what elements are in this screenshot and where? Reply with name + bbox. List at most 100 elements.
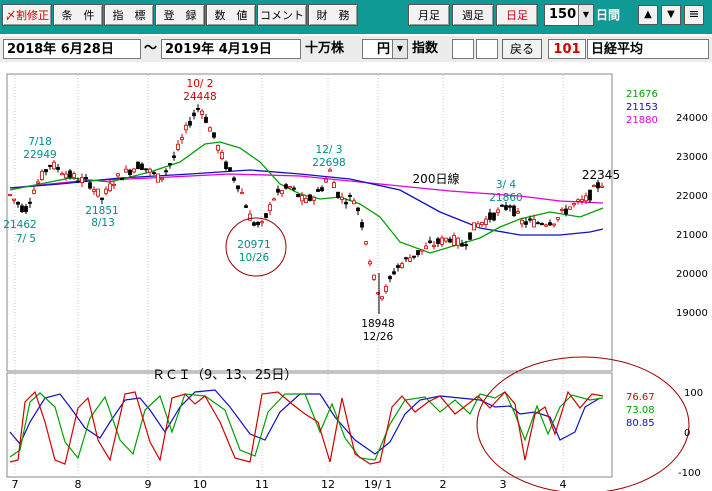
currency-value: 円 <box>377 42 391 57</box>
candle-body <box>92 189 96 192</box>
candle-body <box>136 161 140 170</box>
candle-body <box>32 189 36 194</box>
daily-button[interactable]: 日足 <box>496 4 538 26</box>
rci-value-label: 76.67 <box>626 392 655 403</box>
indicator-button[interactable]: 指 標 <box>104 4 154 26</box>
candle-body <box>88 182 92 189</box>
chart-annotation: 8/13 <box>91 217 115 229</box>
candle-body <box>200 110 204 115</box>
candle-body <box>492 212 496 221</box>
candle-body <box>512 205 516 217</box>
candle-body <box>112 184 116 187</box>
candle-body <box>508 205 512 208</box>
candle-body <box>8 193 12 196</box>
candle-body <box>332 182 336 188</box>
menu-icon[interactable]: ≡ <box>684 5 704 25</box>
candle-body <box>356 207 360 212</box>
highlight-circle-rci <box>476 356 690 491</box>
candle-body <box>436 238 440 244</box>
days-select[interactable]: 150 ▼ <box>544 4 594 26</box>
index-name-field[interactable]: 日経平均 <box>587 39 709 59</box>
chart-annotation: 22345 <box>582 168 620 182</box>
end-date-field[interactable]: 2019年 4月19日 <box>161 39 301 59</box>
ma-value-label: 21676 <box>626 89 658 100</box>
finance-button[interactable]: 財 務 <box>308 4 358 26</box>
candle-body <box>40 170 44 181</box>
candle-body <box>568 206 572 210</box>
candle-body <box>384 285 388 292</box>
x-axis-label: 7 <box>12 478 19 491</box>
chevron-down-icon: ▼ <box>392 40 407 58</box>
candle-body <box>120 177 124 181</box>
candle-body <box>596 182 600 189</box>
condition-button[interactable]: 条 件 <box>53 4 103 26</box>
comment-button[interactable]: コメント <box>257 4 307 26</box>
chart-annotation: 24448 <box>183 91 216 103</box>
candle-body <box>544 224 548 227</box>
candle-body <box>20 205 24 213</box>
candle-body <box>204 116 208 123</box>
candle-body <box>340 196 344 200</box>
candle-body <box>564 208 568 215</box>
days-unit-label: 日間 <box>596 8 621 22</box>
blank-field-2[interactable] <box>476 39 498 59</box>
currency-select[interactable]: 円 ▼ <box>362 39 408 59</box>
weekly-button[interactable]: 週足 <box>452 4 494 26</box>
rci-9-line <box>9 390 604 465</box>
x-axis-label: 19/ 1 <box>364 478 392 491</box>
ma-75-line <box>9 169 604 236</box>
candle-body <box>44 169 48 173</box>
back-button[interactable]: 戻る <box>502 39 542 59</box>
candle-body <box>176 143 180 150</box>
candle-body <box>72 173 76 179</box>
candle-body <box>272 198 276 201</box>
chart-annotation: 21860 <box>489 192 522 204</box>
scroll-down-button[interactable]: ▼ <box>661 5 681 25</box>
monthly-button[interactable]: 月足 <box>408 4 450 26</box>
code-field[interactable]: 101 <box>548 39 586 59</box>
candle-body <box>128 169 132 175</box>
chart-annotation: 12/26 <box>363 331 394 343</box>
x-axis-label: 3 <box>500 478 507 491</box>
candle-body <box>460 243 464 247</box>
candle-body <box>576 199 580 202</box>
candle-body <box>244 205 248 208</box>
candle-body <box>252 222 256 226</box>
candle-body <box>424 245 428 250</box>
revise-button[interactable]: 〆割修正 <box>2 4 52 26</box>
candle-body <box>48 164 52 167</box>
candle-body <box>348 194 352 197</box>
candle-body <box>260 221 264 224</box>
value-button[interactable]: 数 値 <box>206 4 256 26</box>
ma-value-label: 21153 <box>626 102 658 113</box>
x-axis-label: 11 <box>255 478 269 491</box>
chart-annotation: 22949 <box>23 149 56 161</box>
x-axis-label: 4 <box>560 478 567 491</box>
x-axis-label: 2 <box>440 478 447 491</box>
candlestick-series <box>8 104 604 315</box>
candle-body <box>312 196 316 201</box>
candle-body <box>448 238 452 243</box>
start-date-field[interactable]: 2018年 6月28日 <box>3 39 141 59</box>
candle-body <box>140 163 144 170</box>
candle-body <box>484 218 488 225</box>
candle-body <box>180 137 184 141</box>
candle-body <box>584 195 588 202</box>
register-button[interactable]: 登 録 <box>155 4 205 26</box>
candle-body <box>292 187 296 190</box>
candle-body <box>316 189 320 192</box>
candle-body <box>440 237 444 245</box>
x-axis-label: 10 <box>193 478 207 491</box>
candle-body <box>480 221 484 226</box>
toolbar: 〆割修正 条 件 指 標 登 録 数 値 コメント 財 務 月足 週足 日足 1… <box>0 0 712 34</box>
blank-field-1[interactable] <box>452 39 474 59</box>
candle-body <box>444 237 448 242</box>
candle-body <box>12 198 16 201</box>
candle-body <box>268 204 272 212</box>
candle-body <box>540 223 544 226</box>
scroll-up-button[interactable]: ▲ <box>638 5 658 25</box>
rci-tick-label: -100 <box>678 468 701 479</box>
candle-body <box>432 244 436 247</box>
candle-body <box>504 205 508 210</box>
highlight-circle-oct <box>225 217 287 277</box>
